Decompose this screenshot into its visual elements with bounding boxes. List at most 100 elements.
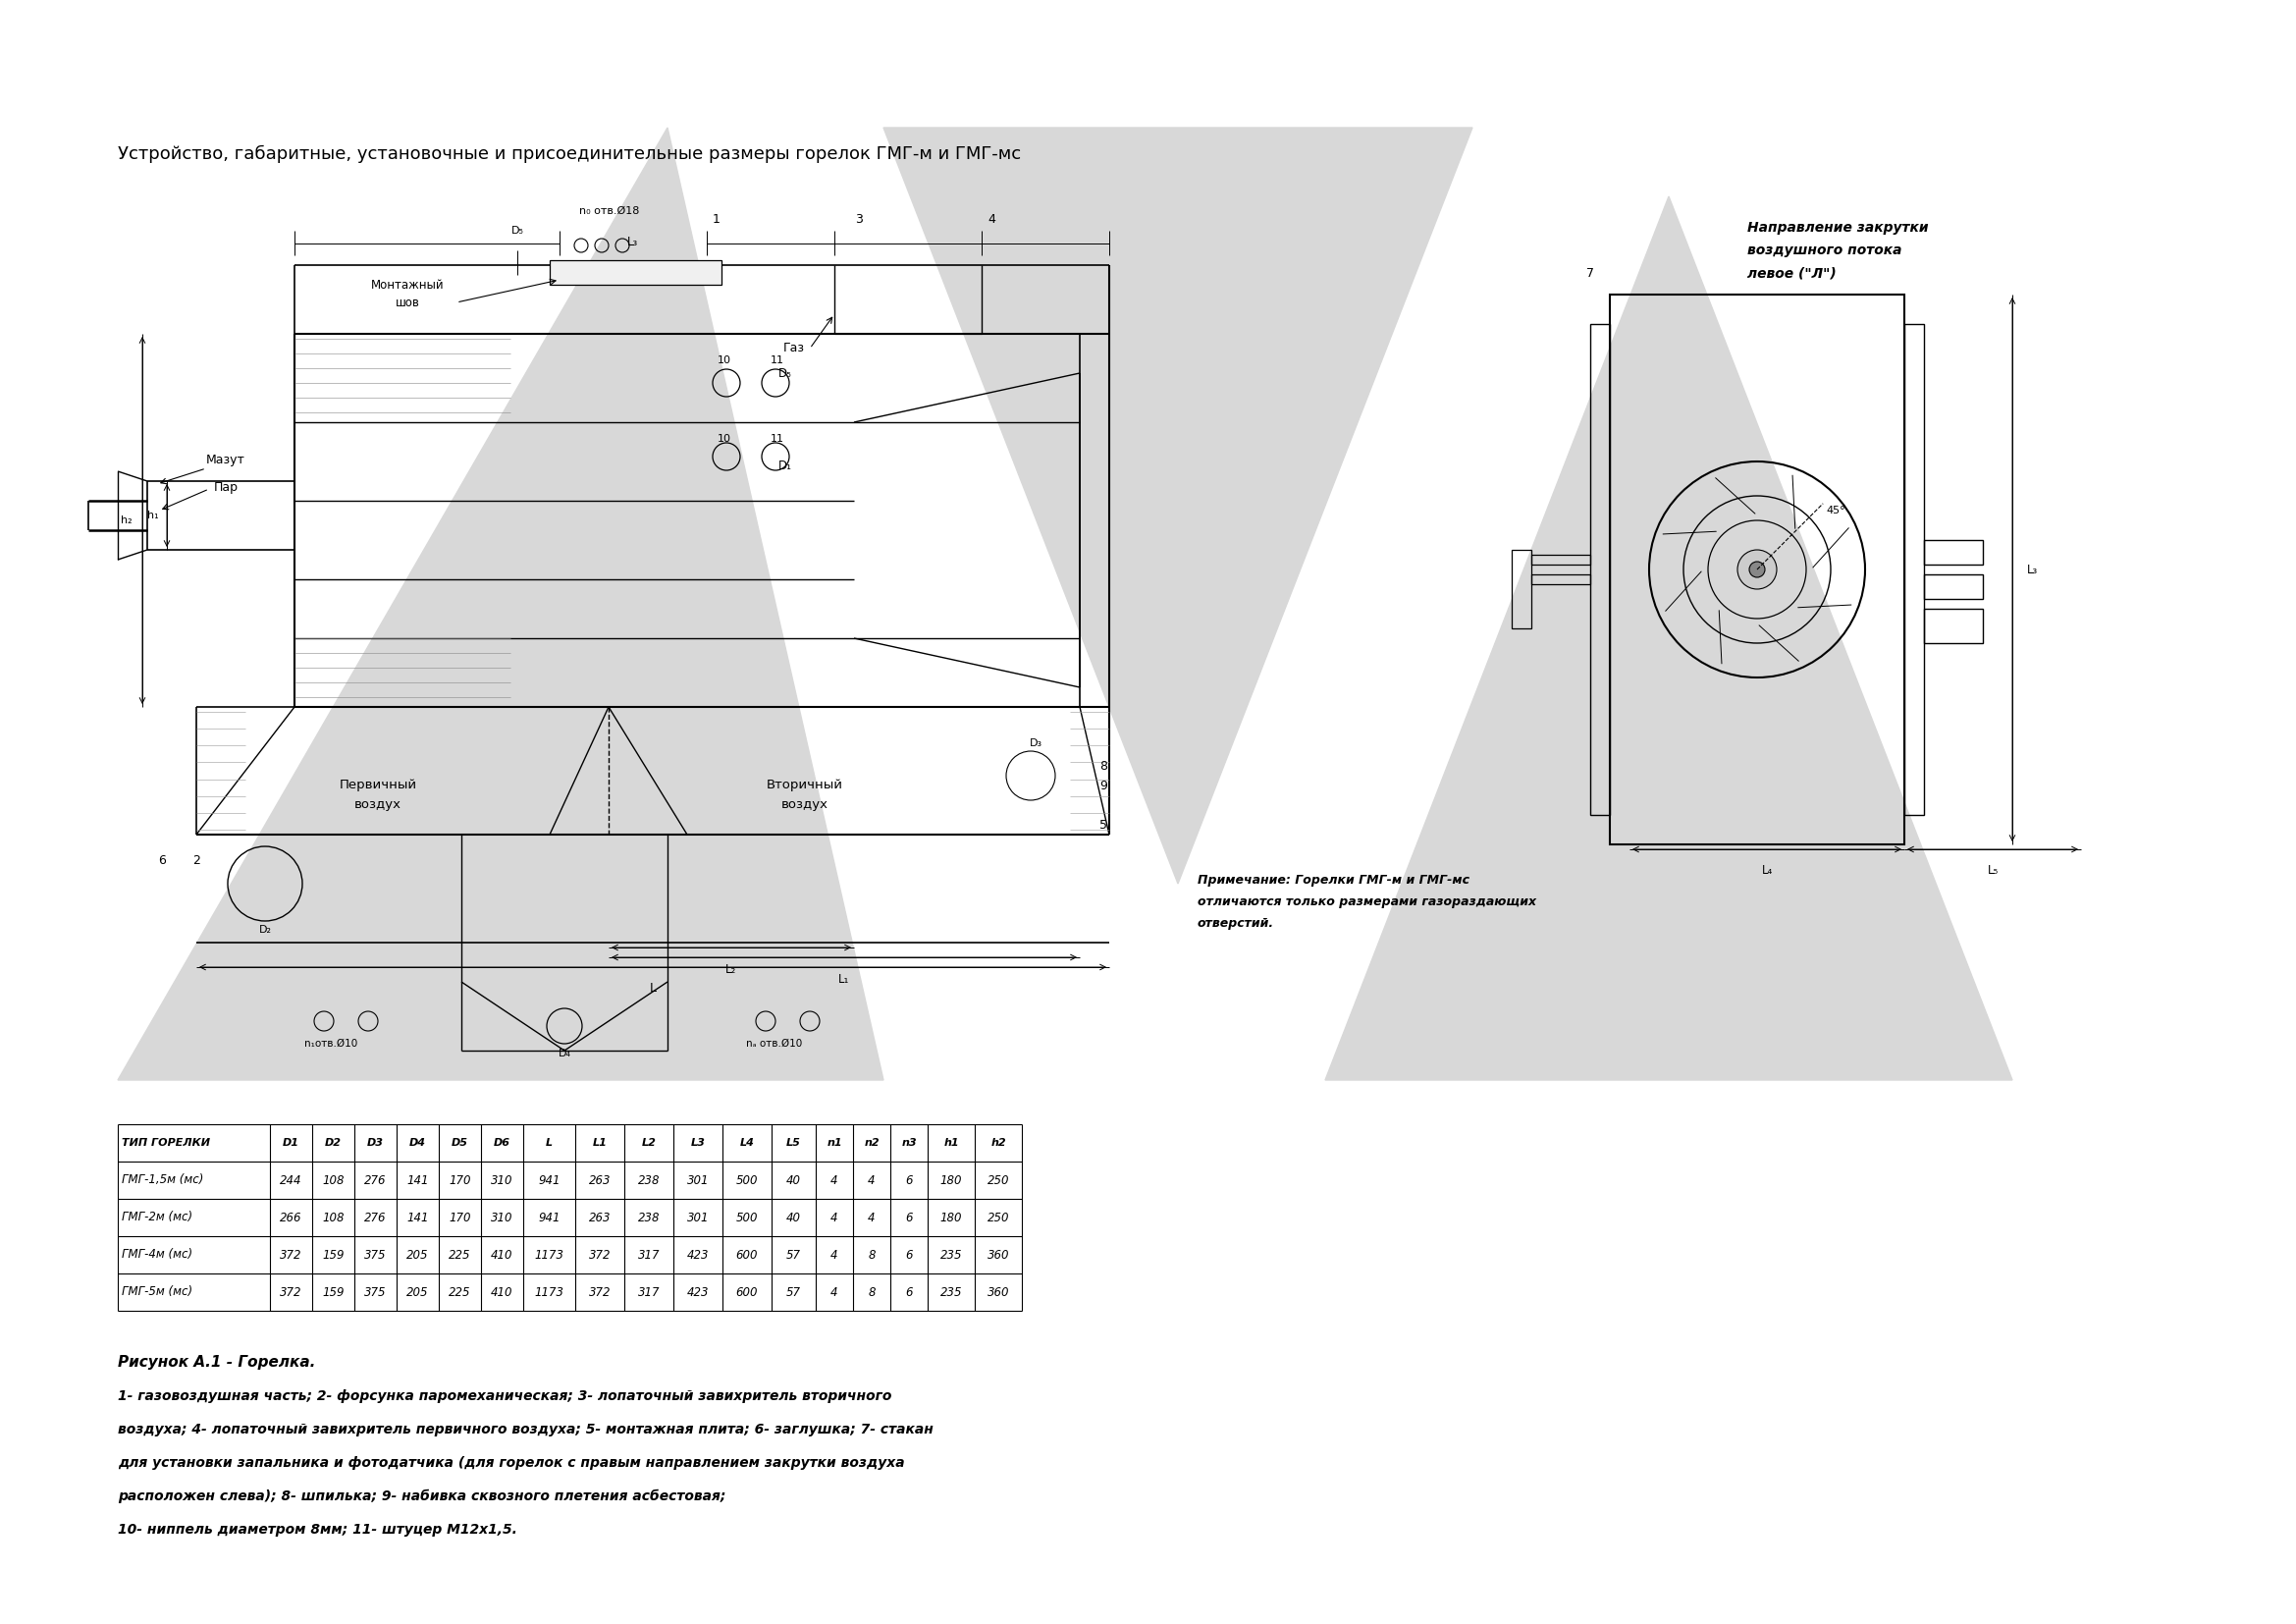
Text: 57: 57 [785,1286,801,1299]
Text: L1: L1 [592,1138,606,1148]
Text: для установки запальника и фотодатчика (для горелок с правым направлением закрут: для установки запальника и фотодатчика (… [117,1457,905,1470]
Text: Монтажный: Монтажный [370,278,443,291]
Text: воздуха; 4- лопаточный завихритель первичного воздуха; 5- монтажная плита; 6- за: воздуха; 4- лопаточный завихритель перви… [117,1423,934,1437]
Text: 8: 8 [868,1286,875,1299]
Text: 238: 238 [638,1212,659,1224]
Text: 6: 6 [905,1212,912,1224]
Polygon shape [1325,197,2011,1080]
Text: 4: 4 [831,1249,838,1262]
Text: 941: 941 [537,1174,560,1187]
Text: 276: 276 [365,1174,386,1187]
Text: 4: 4 [831,1174,838,1187]
Text: ГМГ-2м (мс): ГМГ-2м (мс) [122,1212,193,1224]
Text: 317: 317 [638,1286,659,1299]
Text: ГМГ-4м (мс): ГМГ-4м (мс) [122,1249,193,1262]
Text: 108: 108 [321,1212,344,1224]
Text: воздух: воздух [781,799,829,812]
Text: 108: 108 [321,1174,344,1187]
Text: D5: D5 [452,1138,468,1148]
Bar [1924,541,1984,565]
Text: 10: 10 [719,356,732,365]
Text: n₁отв.Ø10: n₁отв.Ø10 [305,1039,358,1049]
Text: Направление закрутки: Направление закрутки [1747,221,1929,234]
Text: h₁: h₁ [147,510,158,520]
Text: L3: L3 [691,1138,705,1148]
Text: D1: D1 [282,1138,298,1148]
Text: 372: 372 [280,1286,303,1299]
Text: L2: L2 [641,1138,657,1148]
Text: L₃: L₃ [2027,564,2039,577]
Circle shape [1750,562,1766,578]
Bar [1531,555,1591,565]
Text: 235: 235 [939,1286,962,1299]
Text: ГМГ-5м (мс): ГМГ-5м (мс) [122,1286,193,1299]
Text: 301: 301 [687,1212,709,1224]
Text: 375: 375 [365,1249,386,1262]
Text: 40: 40 [785,1174,801,1187]
Text: 235: 235 [939,1249,962,1262]
Text: 423: 423 [687,1249,709,1262]
Text: L5: L5 [785,1138,801,1148]
Text: n2: n2 [863,1138,879,1148]
Text: отверстий.: отверстий. [1199,918,1274,931]
Text: L4: L4 [739,1138,755,1148]
Text: D6: D6 [494,1138,510,1148]
Text: 6: 6 [905,1174,912,1187]
Text: n3: n3 [902,1138,916,1148]
Bar [1609,294,1903,844]
Text: 5: 5 [1100,818,1107,831]
Text: 1173: 1173 [535,1249,565,1262]
Bar [1924,575,1984,599]
Text: L₁: L₁ [838,973,850,986]
Text: 266: 266 [280,1212,303,1224]
Text: Рисунок А.1 - Горелка.: Рисунок А.1 - Горелка. [117,1354,315,1369]
Text: L₅: L₅ [1986,864,1998,877]
Text: 276: 276 [365,1212,386,1224]
Text: 1173: 1173 [535,1286,565,1299]
Text: h2: h2 [990,1138,1006,1148]
Text: 205: 205 [406,1249,429,1262]
Text: 225: 225 [448,1249,471,1262]
Text: 7: 7 [1587,266,1593,279]
Text: 500: 500 [737,1212,758,1224]
Text: L: L [546,1138,553,1148]
Text: 1: 1 [712,213,721,226]
Text: 263: 263 [588,1174,611,1187]
Text: 360: 360 [987,1249,1010,1262]
Text: 6: 6 [158,854,165,867]
Text: 600: 600 [737,1286,758,1299]
Text: 600: 600 [737,1249,758,1262]
Text: 180: 180 [939,1212,962,1224]
Text: 263: 263 [588,1212,611,1224]
Text: L₄: L₄ [1761,864,1773,877]
Text: 250: 250 [987,1174,1010,1187]
Text: D₅: D₅ [778,367,792,380]
Text: 225: 225 [448,1286,471,1299]
Text: h1: h1 [944,1138,960,1148]
Text: 3: 3 [854,213,863,226]
Text: шов: шов [395,296,420,309]
Text: D₃: D₃ [1029,739,1042,749]
Text: 180: 180 [939,1174,962,1187]
Text: 8: 8 [868,1249,875,1262]
Text: 4: 4 [831,1212,838,1224]
Text: D₁: D₁ [778,460,792,473]
Text: расположен слева); 8- шпилька; 9- набивка сквозного плетения асбестовая;: расположен слева); 8- шпилька; 9- набивк… [117,1489,726,1504]
Text: 2: 2 [193,854,200,867]
Text: 4: 4 [868,1174,875,1187]
Bar [1531,575,1591,585]
Text: h₂: h₂ [122,515,133,525]
Text: 40: 40 [785,1212,801,1224]
Text: nₐ отв.Ø10: nₐ отв.Ø10 [746,1039,801,1049]
Text: 941: 941 [537,1212,560,1224]
Text: 10- ниппель диаметром 8мм; 11- штуцер М12х1,5.: 10- ниппель диаметром 8мм; 11- штуцер М1… [117,1523,517,1536]
Text: D2: D2 [326,1138,342,1148]
Text: 372: 372 [588,1286,611,1299]
Text: 244: 244 [280,1174,303,1187]
Text: L₂: L₂ [726,963,737,976]
Text: 6: 6 [905,1249,912,1262]
Polygon shape [117,128,884,1080]
Text: 410: 410 [491,1286,512,1299]
Text: D₄: D₄ [558,1049,572,1059]
Text: 141: 141 [406,1212,429,1224]
